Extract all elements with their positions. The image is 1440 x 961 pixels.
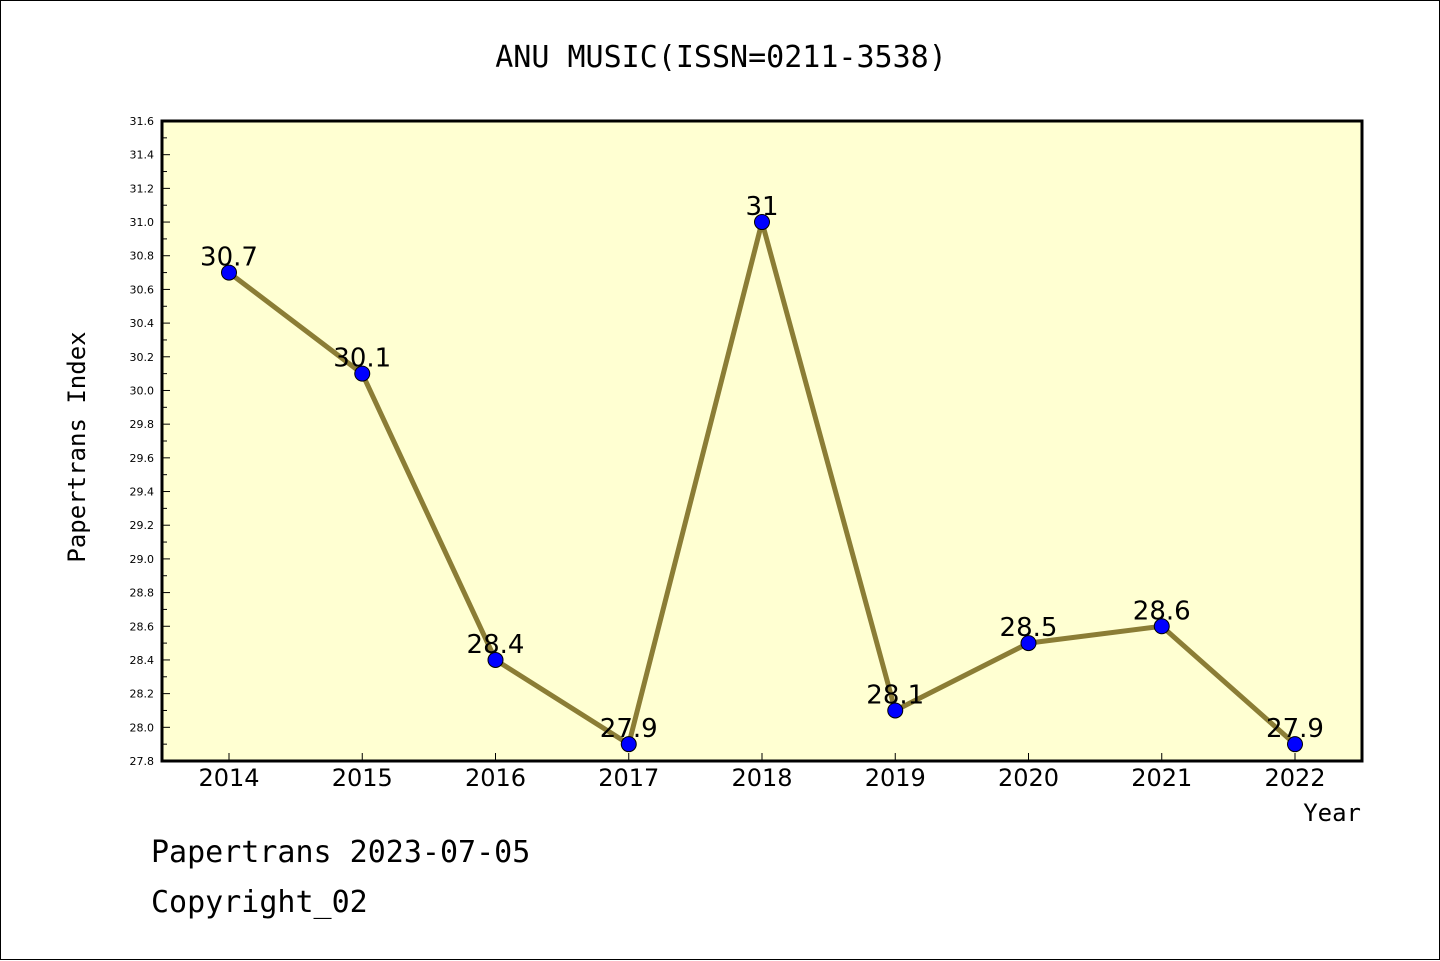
- data-label: 27.9: [1266, 714, 1324, 744]
- x-tick-label: 2015: [332, 764, 393, 792]
- chart-title: ANU MUSIC(ISSN=0211-3538): [495, 40, 947, 75]
- data-label: 28.6: [1133, 596, 1191, 626]
- y-tick-label: 29.2: [130, 519, 155, 532]
- y-tick-label: 29.6: [130, 452, 155, 465]
- y-tick-label: 28.0: [130, 721, 155, 734]
- data-label: 28.1: [866, 680, 924, 710]
- y-tick-label: 30.8: [130, 250, 155, 263]
- y-tick-label: 30.2: [130, 351, 155, 364]
- data-point: [1153, 618, 1170, 635]
- x-axis: 2014 2015 2016 2017 2018 2019 2020 2021 2022: [198, 753, 1326, 792]
- y-tick-label: 28.4: [130, 654, 155, 667]
- data-point: [1020, 635, 1037, 652]
- data-label: 27.9: [600, 714, 658, 744]
- y-tick-label: 29.8: [130, 418, 155, 431]
- y-axis: 27.8 28.0 28.2 28.4 28.6 28.8 29.0 29.2 29.4 29.6…: [130, 115, 170, 768]
- x-tick-label: 2020: [998, 764, 1059, 792]
- data-point: [354, 365, 371, 382]
- y-tick-label: 30.4: [130, 317, 155, 330]
- data-label: 30.1: [333, 344, 391, 374]
- data-point: [887, 702, 904, 719]
- series-points: [221, 214, 1303, 753]
- data-point: [620, 736, 637, 753]
- y-tick-label: 28.8: [130, 587, 155, 600]
- y-tick-label: 31.6: [130, 115, 155, 128]
- y-tick-label: 27.8: [130, 755, 155, 768]
- x-tick-label: 2016: [465, 764, 526, 792]
- x-tick-label: 2017: [598, 764, 659, 792]
- data-labels: 30.7 30.1 28.4 27.9 31 28.1 28.5 28.6 27.9: [200, 192, 1324, 744]
- data-point: [754, 214, 770, 231]
- y-tick-label: 30.6: [130, 283, 155, 296]
- y-tick-label: 28.6: [130, 620, 155, 633]
- data-label: 28.4: [467, 630, 525, 660]
- x-axis-label: Year: [1303, 799, 1361, 827]
- y-tick-label: 29.0: [130, 553, 155, 566]
- footer-date: Papertrans 2023-07-05: [151, 835, 531, 870]
- y-axis-label: Papertrans Index: [63, 331, 91, 562]
- x-tick-label: 2019: [865, 764, 926, 792]
- data-label: 28.5: [1000, 613, 1058, 643]
- footer-copyright: Copyright_02: [151, 885, 368, 920]
- y-tick-label: 30.0: [130, 384, 155, 397]
- y-tick-label: 31.4: [130, 149, 155, 162]
- y-tick-label: 28.2: [130, 688, 155, 701]
- data-point: [487, 651, 504, 668]
- x-tick-label: 2022: [1264, 764, 1325, 792]
- data-label: 30.7: [200, 243, 258, 273]
- data-label: 31: [745, 192, 778, 222]
- y-tick-label: 31.0: [130, 216, 155, 229]
- x-tick-label: 2021: [1131, 764, 1192, 792]
- y-tick-label: 31.2: [130, 182, 155, 195]
- x-tick-label: 2014: [198, 764, 259, 792]
- x-tick-label: 2018: [731, 764, 792, 792]
- data-point: [221, 264, 237, 281]
- data-point: [1287, 736, 1303, 753]
- y-tick-label: 29.4: [130, 486, 155, 499]
